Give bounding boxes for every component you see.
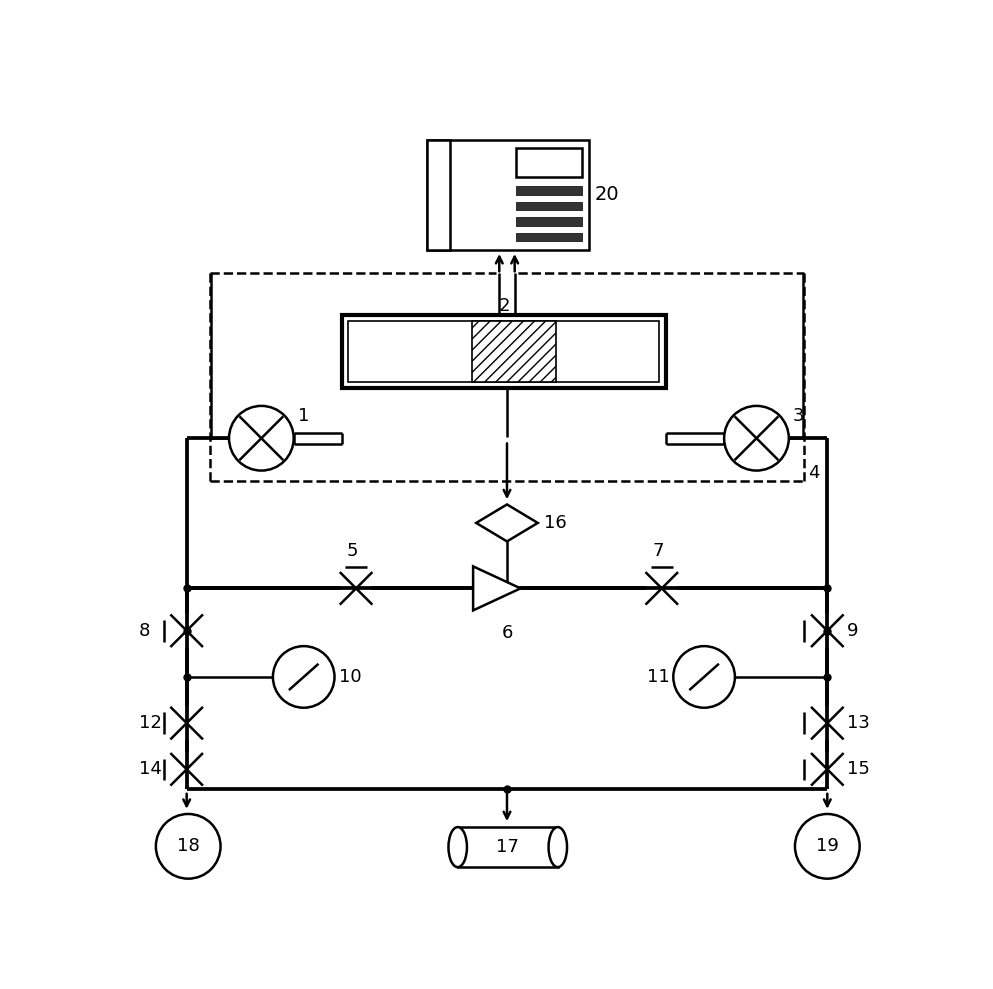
Text: 16: 16 — [544, 514, 567, 532]
Ellipse shape — [548, 827, 567, 867]
Circle shape — [273, 646, 335, 708]
Bar — [343, 315, 665, 388]
Bar — [427, 140, 450, 249]
Text: 8: 8 — [139, 622, 150, 640]
Bar — [515, 218, 583, 225]
Text: 1: 1 — [298, 406, 309, 424]
Text: 18: 18 — [177, 838, 200, 855]
Bar — [472, 321, 556, 382]
Bar — [458, 827, 558, 867]
Bar — [515, 232, 583, 241]
Circle shape — [673, 646, 735, 708]
Text: 2: 2 — [498, 297, 509, 315]
Text: 15: 15 — [847, 761, 870, 778]
Bar — [515, 187, 583, 195]
Circle shape — [229, 405, 294, 471]
Text: 4: 4 — [808, 464, 819, 482]
Bar — [427, 140, 589, 249]
Text: 11: 11 — [646, 668, 669, 686]
Text: 9: 9 — [847, 622, 859, 640]
Text: 5: 5 — [347, 542, 357, 561]
Text: 13: 13 — [847, 714, 870, 732]
Text: 17: 17 — [496, 838, 519, 856]
Polygon shape — [473, 567, 520, 610]
Text: 14: 14 — [139, 761, 162, 778]
Bar — [515, 148, 583, 177]
Bar — [349, 321, 659, 382]
Circle shape — [795, 814, 860, 878]
Text: 10: 10 — [340, 668, 361, 686]
Text: 7: 7 — [652, 542, 663, 561]
Text: 19: 19 — [816, 838, 839, 855]
Bar — [515, 202, 583, 211]
Circle shape — [724, 405, 788, 471]
Polygon shape — [477, 504, 538, 541]
Text: 6: 6 — [501, 624, 512, 642]
Ellipse shape — [449, 827, 467, 867]
Circle shape — [156, 814, 220, 878]
Text: 12: 12 — [139, 714, 162, 732]
Text: 20: 20 — [595, 185, 620, 205]
Text: 3: 3 — [792, 406, 804, 424]
